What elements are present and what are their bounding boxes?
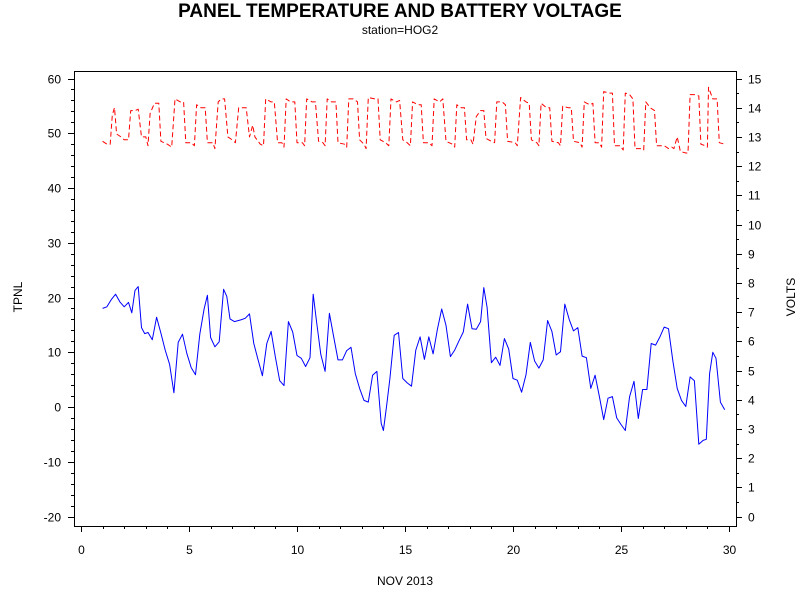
y-right-tick-label: 11 <box>748 189 761 203</box>
y-right-tick-label: 14 <box>748 102 762 116</box>
y-right-tick-label: 3 <box>748 423 755 437</box>
y-right-tick-label: 4 <box>748 394 755 408</box>
y-left-tick-label: 0 <box>54 401 61 415</box>
y-right-tick-label: 13 <box>748 131 762 145</box>
x-tick-label: 25 <box>615 543 629 557</box>
y-right-tick-label: 2 <box>748 452 755 466</box>
y-right-tick-label: 0 <box>748 511 755 525</box>
series-group <box>102 86 726 445</box>
y-right-tick-label: 9 <box>748 248 755 262</box>
x-tick-label: 0 <box>78 543 85 557</box>
x-tick-label: 15 <box>399 543 413 557</box>
y-axis-label-right: VOLTS <box>784 278 798 316</box>
x-tick-label: 20 <box>507 543 521 557</box>
chart-title: PANEL TEMPERATURE AND BATTERY VOLTAGE <box>178 1 622 22</box>
y-left-tick-label: 20 <box>48 292 62 306</box>
x-tick-label: 5 <box>186 543 193 557</box>
y-right-tick-label: 10 <box>748 219 762 233</box>
axes-group: -20-100102030405060012345678910111213141… <box>44 71 762 557</box>
y-left-tick-label: -10 <box>44 456 62 470</box>
y-right-tick-label: 15 <box>748 73 762 87</box>
tpnl-series-line <box>102 286 726 445</box>
y-right-tick-label: 5 <box>748 365 755 379</box>
y-right-tick-label: 6 <box>748 335 755 349</box>
y-axis-label-left: TPNL <box>11 281 25 312</box>
volts-series-line <box>102 86 725 154</box>
x-tick-label: 30 <box>723 543 737 557</box>
y-left-tick-label: 10 <box>48 346 62 360</box>
x-axis-label: NOV 2013 <box>377 574 433 588</box>
y-left-tick-label: 50 <box>48 127 62 141</box>
plot-frame <box>74 71 737 527</box>
y-right-tick-label: 1 <box>748 481 755 495</box>
x-tick-label: 10 <box>291 543 305 557</box>
chart-subtitle: station=HOG2 <box>361 23 439 37</box>
y-left-tick-label: 60 <box>48 73 62 87</box>
y-left-tick-label: -20 <box>44 511 62 525</box>
y-right-tick-label: 12 <box>748 160 762 174</box>
y-right-tick-label: 7 <box>748 306 755 320</box>
y-left-tick-label: 40 <box>48 182 62 196</box>
y-right-tick-label: 8 <box>748 277 755 291</box>
y-left-tick-label: 30 <box>48 237 62 251</box>
